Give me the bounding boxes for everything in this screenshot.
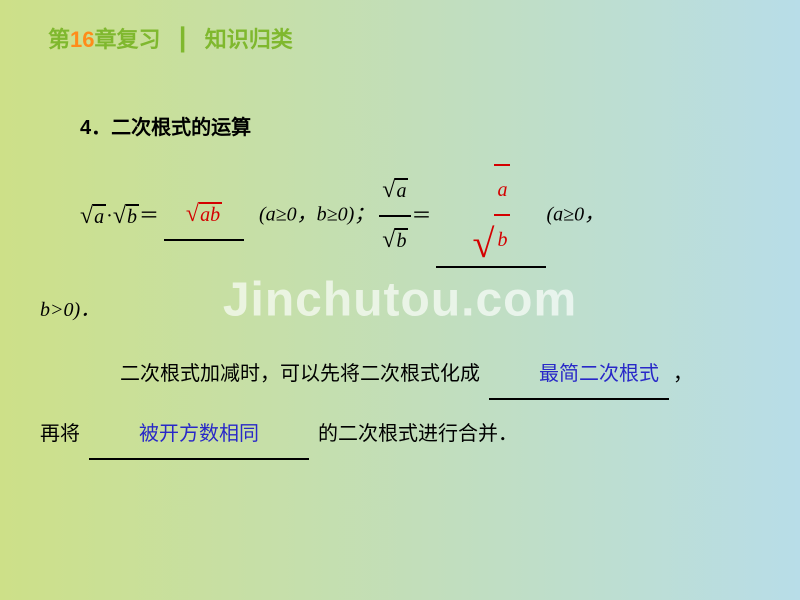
item-title: 二次根式的运算: [111, 117, 251, 139]
blank-1: √ab: [164, 191, 244, 241]
formula-line-2: b>0)．: [40, 286, 740, 334]
para2-pre: 再将: [40, 423, 80, 445]
chapter-suffix: 章复习: [95, 27, 161, 52]
paragraph-2: 再将 被开方数相同 的二次根式进行合并．: [40, 410, 740, 460]
equals-2: ＝: [411, 192, 431, 240]
answer-ab: ab: [199, 202, 222, 226]
slide-header: 第16章复习 ┃ 知识归类: [0, 0, 800, 54]
cond-2: (a≥0，: [546, 204, 604, 226]
frac-sqrt-a-over-sqrt-b: √a √b: [379, 167, 411, 265]
para1-post: ，: [673, 363, 693, 385]
section-title: 知识归类: [205, 27, 293, 52]
item-number: 4．: [80, 117, 111, 139]
header-separator: ┃: [176, 27, 189, 52]
sqrt-a: √a: [80, 204, 106, 228]
para1-text: 二次根式加减时，可以先将二次根式化成: [120, 363, 480, 385]
chapter-number: 16: [70, 27, 94, 52]
b-gt-0: b>0)．: [40, 299, 100, 321]
item-title-line: 4．二次根式的运算: [80, 104, 740, 152]
equals-1: ＝: [139, 192, 159, 240]
answer-same-radicand: 被开方数相同: [139, 423, 259, 445]
formula-line-1: √a · √b ＝ √ab (a≥0，b≥0)； √a √b ＝ √ a b (…: [80, 166, 740, 268]
chapter-prefix: 第: [48, 27, 70, 52]
blank-4: 被开方数相同: [89, 410, 309, 460]
answer-simplest: 最简二次根式: [539, 363, 659, 385]
paragraph-1: 二次根式加减时，可以先将二次根式化成 最简二次根式 ，: [80, 350, 740, 400]
slide-content: 4．二次根式的运算 √a · √b ＝ √ab (a≥0，b≥0)； √a √b…: [0, 54, 800, 460]
para2-post: 的二次根式进行合并．: [318, 423, 518, 445]
cond-1: (a≥0，b≥0)；: [259, 204, 374, 226]
sqrt-b: √b: [113, 204, 139, 228]
blank-2: √ a b: [436, 166, 546, 268]
blank-3: 最简二次根式: [489, 350, 669, 400]
dot: ·: [106, 192, 113, 240]
